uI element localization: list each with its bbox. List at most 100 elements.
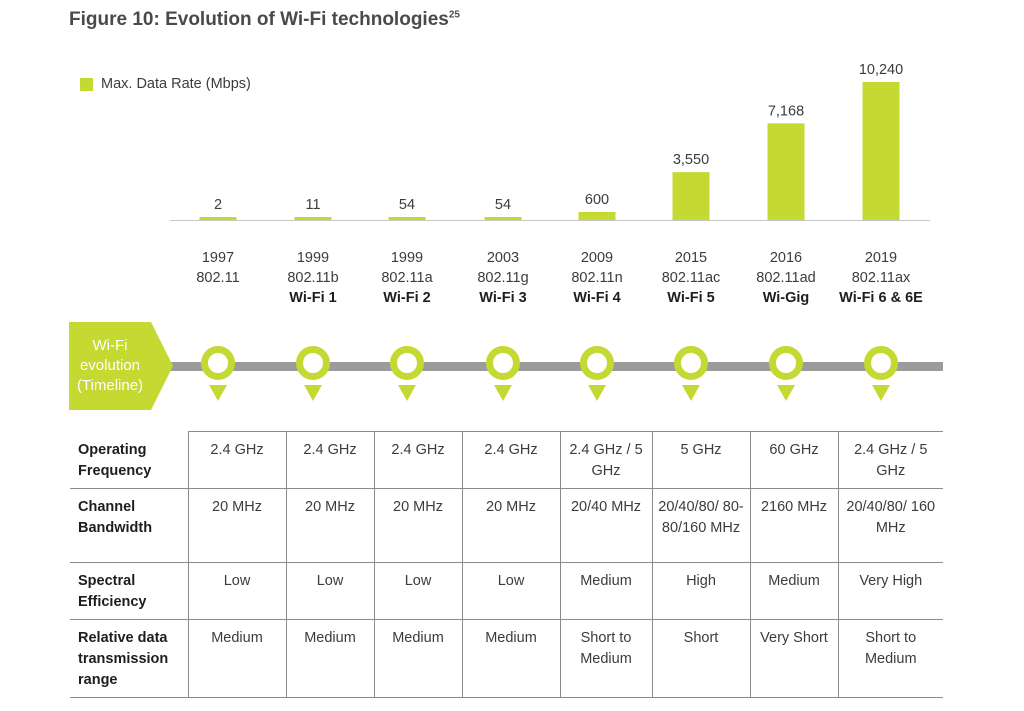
table-cell: 2.4 GHz: [373, 431, 462, 489]
bar-value-label-1: 11: [305, 197, 320, 213]
category-name: Wi-Gig: [762, 290, 810, 306]
table-cell: 20/40/80/ 160 MHz: [837, 488, 943, 563]
table-cell: 20 MHz: [461, 488, 560, 563]
table-row: Spectral Efficiency Low Low Low Low Medium Hig…: [70, 562, 943, 620]
timeline-pin-icon: [580, 346, 614, 401]
category-standard: 802.11g: [477, 270, 529, 286]
page-title: Figure 10: Evolution of Wi-Fi technologi…: [69, 9, 460, 31]
category-standard: 802.11a: [381, 270, 433, 286]
category-year: 1997: [201, 250, 235, 266]
table-cell: 20/40/80/ 80-80/160 MHz: [651, 488, 750, 563]
category-label-6: 2016 802.11ad Wi-Gig: [726, 248, 846, 308]
category-year: 2003: [486, 250, 520, 266]
table-row: Operating Frequency 2.4 GHz 2.4 GHz 2.4 GHz…: [70, 431, 943, 489]
table-cell: 2160 MHz: [749, 488, 838, 563]
category-label-4: 2009 802.11n Wi-Fi 4: [537, 248, 657, 308]
title-footnote: 25: [448, 9, 460, 21]
table-cell: 2.4 GHz / 5 GHz: [559, 431, 652, 489]
bar-3: [484, 217, 522, 220]
table-cell: Very Short: [749, 619, 838, 698]
bar-value-label-7: 10,240: [859, 62, 903, 78]
category-name: Wi-Fi 1: [289, 290, 337, 306]
row-header: Relative data transmission range: [70, 619, 188, 698]
chart-legend: Max. Data Rate (Mbps): [80, 76, 251, 92]
table-cell: 20/40 MHz: [559, 488, 652, 563]
table-cell: 2.4 GHz / 5 GHz: [837, 431, 943, 489]
category-year: 2009: [580, 250, 614, 266]
bar-value-label-4: 600: [585, 192, 609, 208]
timeline-pin-icon: [201, 346, 235, 401]
timeline-pin-icon: [486, 346, 520, 401]
table-cell: Short to Medium: [559, 619, 652, 698]
category-standard: 802.11ad: [756, 270, 816, 286]
table-cell: Medium: [373, 619, 462, 698]
category-standard: 802.11: [196, 270, 240, 286]
category-standard: 802.11ax: [851, 270, 911, 286]
bar-value-label-0: 2: [214, 197, 222, 213]
bar-7: [862, 82, 900, 220]
legend-label: Max. Data Rate (Mbps): [101, 76, 251, 92]
table-cell: Medium: [285, 619, 374, 698]
bar-5: [672, 172, 710, 220]
category-year: 2016: [769, 250, 803, 266]
bar-chart: 2 11 54 54 600 3,550 7,168 10,240: [170, 62, 930, 221]
bar-value-label-2: 54: [399, 197, 415, 213]
table-cell: 20 MHz: [285, 488, 374, 563]
table-row: Relative data transmission range Medium Me…: [70, 619, 943, 698]
table-cell: Low: [461, 562, 560, 620]
table-cell: 5 GHz: [651, 431, 750, 489]
table-cell: Medium: [187, 619, 286, 698]
table-cell: Very High: [837, 562, 943, 620]
category-name: Wi-Fi 6 & 6E: [839, 290, 923, 306]
category-label-0: 1997 802.11: [158, 248, 278, 288]
table-cell: Medium: [749, 562, 838, 620]
category-label-2: 1999 802.11a Wi-Fi 2: [347, 248, 467, 308]
category-name: Wi-Fi 4: [573, 290, 621, 306]
table-cell: 60 GHz: [749, 431, 838, 489]
category-label-5: 2015 802.11ac Wi-Fi 5: [631, 248, 751, 308]
bar-0: [199, 217, 237, 220]
table-cell: Low: [373, 562, 462, 620]
table-cell: 2.4 GHz: [285, 431, 374, 489]
table-cell: Short to Medium: [837, 619, 943, 698]
category-year: 2019: [864, 250, 898, 266]
category-label-1: 1999 802.11b Wi-Fi 1: [253, 248, 373, 308]
table-cell: 2.4 GHz: [187, 431, 286, 489]
bar-4: [578, 211, 616, 220]
bar-value-label-3: 54: [495, 197, 511, 213]
bar-1: [294, 217, 332, 220]
timeline-label: Wi-Fi evolution (Timeline): [76, 337, 144, 394]
table-row: Channel Bandwidth 20 MHz 20 MHz 20 MHz 20 MH…: [70, 488, 943, 563]
category-standard: 802.11b: [287, 270, 339, 286]
row-header: Spectral Efficiency: [70, 562, 188, 620]
table-cell: 20 MHz: [373, 488, 462, 563]
timeline-tag-shape: [69, 322, 173, 410]
table-cell: Low: [285, 562, 374, 620]
category-year: 1999: [296, 250, 330, 266]
table-cell: 2.4 GHz: [461, 431, 560, 489]
timeline-pin-icon: [390, 346, 424, 401]
category-name: Wi-Fi 5: [667, 290, 715, 306]
bar-6: [767, 123, 805, 220]
title-text: Figure 10: Evolution of Wi-Fi technologi…: [69, 9, 449, 30]
timeline-pin-icon: [769, 346, 803, 401]
timeline-tag: Wi-Fi evolution (Timeline): [69, 322, 173, 410]
table-cell: High: [651, 562, 750, 620]
category-name: Wi-Fi 2: [383, 290, 431, 306]
timeline-pin-icon: [296, 346, 330, 401]
legend-swatch: [80, 77, 93, 91]
timeline-line: [160, 362, 943, 371]
table-cell: Medium: [559, 562, 652, 620]
bar-2: [388, 217, 426, 220]
timeline-pin-icon: [674, 346, 708, 401]
table-cell: Medium: [461, 619, 560, 698]
spec-table: Operating Frequency 2.4 GHz 2.4 GHz 2.4 GHz…: [70, 431, 943, 698]
row-header: Operating Frequency: [78, 441, 152, 479]
category-label-3: 2003 802.11g Wi-Fi 3: [443, 248, 563, 308]
bar-value-label-5: 3,550: [673, 152, 709, 168]
category-year: 2015: [674, 250, 708, 266]
category-standard: 802.11ac: [661, 270, 721, 286]
category-label-7: 2019 802.11ax Wi-Fi 6 & 6E: [821, 248, 941, 308]
table-cell: Low: [187, 562, 286, 620]
category-standard: 802.11n: [571, 270, 623, 286]
